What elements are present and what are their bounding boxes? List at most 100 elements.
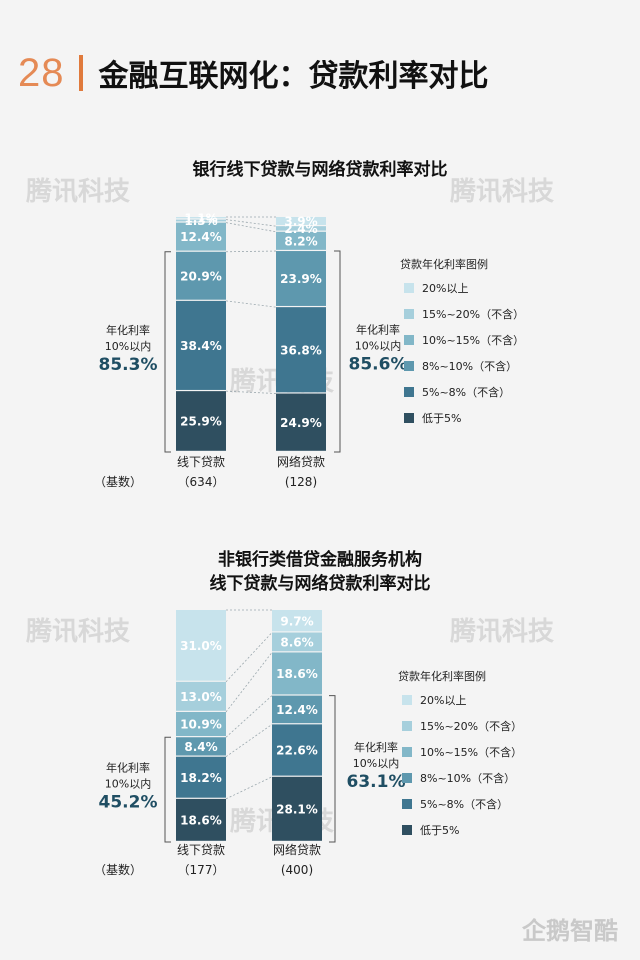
- data-label: 2.4%: [284, 222, 317, 236]
- bar-segment-2-2-1: [272, 776, 322, 841]
- summary-label: 年化利率: [354, 740, 398, 754]
- data-label: 38.4%: [180, 339, 222, 353]
- page-title: 金融互联网化：贷款利率对比: [98, 59, 489, 94]
- page-header: 28 金融互联网化：贷款利率对比: [18, 50, 489, 96]
- legend-item: 10%~15%（不含）: [420, 745, 522, 759]
- summary-label: 10%以内: [353, 756, 399, 770]
- summary-label: 年化利率: [356, 323, 400, 337]
- connector-line: [225, 695, 273, 738]
- data-label: 31.0%: [180, 639, 222, 653]
- bar-segment-1-1-3: [176, 251, 226, 300]
- connector-line: [225, 390, 277, 394]
- summary-value: 85.3%: [99, 355, 158, 375]
- bar-segment-1-2-3: [276, 251, 326, 306]
- data-label: 22.6%: [276, 744, 318, 758]
- data-label: 1.1%: [184, 211, 217, 225]
- legend-swatch: [404, 335, 414, 345]
- summary-label: 10%以内: [105, 777, 151, 791]
- bar-segment-2-2-3: [272, 695, 322, 724]
- connector-line: [225, 652, 273, 713]
- connector-line: [225, 222, 277, 233]
- category-label: 线下贷款: [177, 843, 225, 857]
- connector-line: [225, 724, 273, 758]
- bar-segment-2-1-6: [176, 610, 226, 681]
- chart2-title: 非银行类借贷金融服务机构: [218, 550, 422, 570]
- data-label: 23.9%: [280, 272, 322, 286]
- legend-item: 低于5%: [420, 824, 459, 837]
- bar-segment-2-2-6: [272, 610, 322, 632]
- bar-segment-1-1-4: [176, 222, 226, 251]
- data-label: 18.6%: [276, 667, 318, 681]
- page-number: 28: [18, 50, 65, 95]
- watermark-text: 腾讯科技: [450, 617, 554, 647]
- legend-swatch: [404, 283, 414, 293]
- data-label: 13.0%: [180, 690, 222, 704]
- summary-label: 年化利率: [106, 323, 150, 337]
- summary-label: 10%以内: [355, 339, 401, 353]
- legend-swatch: [404, 361, 414, 371]
- bar-segment-2-2-4: [272, 652, 322, 695]
- data-label: 28.1%: [276, 802, 318, 816]
- base-count-label: (400): [281, 863, 313, 877]
- bar-segment-1-2-2: [276, 307, 326, 393]
- summary-value: 45.2%: [99, 793, 158, 813]
- legend-item: 20%以上: [422, 282, 468, 295]
- legend-swatch: [402, 773, 412, 783]
- chart1-title: 银行线下贷款与网络贷款利率对比: [192, 160, 448, 180]
- legend-title: 贷款年化利率图例: [400, 257, 488, 271]
- watermark-text: 腾讯科技: [26, 617, 130, 647]
- summary-label: 年化利率: [106, 761, 150, 775]
- connector-line: [225, 300, 277, 308]
- bar-segment-2-2-2: [272, 724, 322, 776]
- legend-swatch: [402, 695, 412, 705]
- legend-swatch: [404, 413, 414, 423]
- bar-segment-2-1-4: [176, 711, 226, 737]
- data-label: 12.4%: [180, 230, 222, 244]
- data-label: 9.7%: [280, 614, 313, 628]
- base-label: （基数）: [94, 862, 142, 877]
- data-label: 25.9%: [180, 415, 222, 429]
- bar-segment-1-2-4: [276, 231, 326, 250]
- category-label: 线下贷款: [177, 455, 225, 469]
- legend-swatch: [404, 387, 414, 397]
- bar-segment-2-1-5: [176, 681, 226, 711]
- data-label: 18.6%: [180, 813, 222, 827]
- bar-segment-1-2-6: [276, 217, 326, 225]
- legend-title: 贷款年化利率图例: [398, 669, 486, 683]
- connector-line: [225, 776, 273, 800]
- data-label: 10.9%: [180, 718, 222, 732]
- data-label: 24.9%: [280, 416, 322, 430]
- data-label: 8.2%: [284, 234, 317, 248]
- bar-segment-1-1-5: [176, 219, 226, 222]
- base-count-label: （177）: [178, 863, 225, 877]
- legend-item: 15%~20%（不含）: [422, 307, 524, 321]
- category-label: 网络贷款: [273, 842, 321, 857]
- legend-swatch: [402, 825, 412, 835]
- watermark-text: 腾讯科技: [450, 177, 554, 207]
- connector-line: [225, 219, 277, 227]
- summary-label: 10%以内: [105, 339, 151, 353]
- bar-segment-1-1-1: [176, 391, 226, 451]
- bar-segment-1-2-1: [276, 393, 326, 451]
- brand-logo: 企鹅智酷: [522, 917, 618, 945]
- base-label: （基数）: [94, 474, 142, 489]
- bar-segment-2-1-2: [176, 756, 226, 798]
- data-label: 8.4%: [184, 740, 217, 754]
- summary-value: 63.1%: [347, 772, 406, 792]
- legend-swatch: [404, 309, 414, 319]
- data-label: 36.8%: [280, 343, 322, 357]
- base-count-label: (128): [285, 475, 317, 489]
- legend-item: 8%~10%（不含）: [420, 771, 515, 785]
- summary-value: 85.6%: [349, 355, 408, 375]
- data-label: 20.9%: [180, 269, 222, 283]
- legend-item: 低于5%: [422, 412, 461, 425]
- bar-segment-1-1-6: [176, 217, 226, 219]
- legend-item: 20%以上: [420, 694, 466, 707]
- range-bracket: [164, 736, 171, 843]
- bar-segment-2-1-1: [176, 798, 226, 841]
- chart2-title-line2: 线下贷款与网络贷款利率对比: [209, 574, 431, 594]
- title-divider: [78, 55, 83, 91]
- bar-segment-1-1-2: [176, 300, 226, 390]
- legend-item: 15%~20%（不含）: [420, 719, 522, 733]
